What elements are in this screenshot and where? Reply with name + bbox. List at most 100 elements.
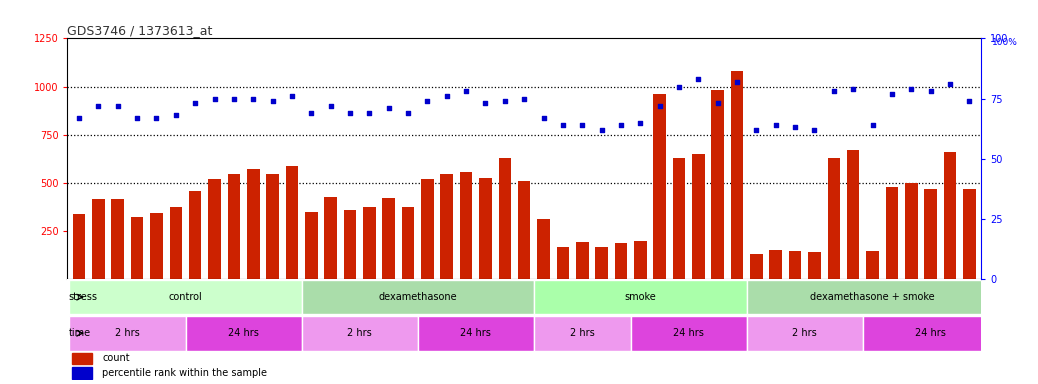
- Bar: [746, 316, 863, 351]
- Bar: [905, 183, 918, 279]
- Bar: [789, 251, 801, 279]
- Bar: [247, 169, 260, 279]
- Bar: [151, 213, 163, 279]
- Point: [767, 122, 784, 128]
- Text: smoke: smoke: [625, 292, 656, 302]
- Point: [807, 127, 823, 133]
- Bar: [885, 187, 898, 279]
- Bar: [480, 178, 492, 279]
- Point: [883, 91, 900, 97]
- Bar: [402, 207, 414, 279]
- Bar: [827, 158, 840, 279]
- Bar: [576, 242, 589, 279]
- Bar: [267, 174, 279, 279]
- Text: 24 hrs: 24 hrs: [461, 328, 491, 338]
- Bar: [302, 280, 534, 314]
- Point: [729, 79, 745, 85]
- Point: [187, 100, 203, 106]
- Bar: [809, 252, 821, 279]
- Point: [167, 113, 184, 119]
- Bar: [111, 199, 125, 279]
- Point: [225, 96, 242, 102]
- Point: [748, 127, 765, 133]
- Point: [865, 122, 881, 128]
- Bar: [421, 179, 434, 279]
- Bar: [70, 316, 186, 351]
- Point: [690, 76, 707, 83]
- Text: time: time: [69, 328, 90, 338]
- Bar: [186, 316, 302, 351]
- Text: count: count: [102, 354, 130, 364]
- Text: dexamethasone + smoke: dexamethasone + smoke: [811, 292, 935, 302]
- Point: [496, 98, 513, 104]
- Bar: [746, 280, 999, 314]
- Bar: [92, 199, 105, 279]
- Point: [283, 93, 300, 99]
- Bar: [498, 158, 511, 279]
- Bar: [596, 247, 608, 279]
- Point: [400, 110, 416, 116]
- Bar: [227, 174, 240, 279]
- Bar: [70, 280, 302, 314]
- Point: [323, 103, 339, 109]
- Point: [825, 88, 842, 94]
- Text: GDS3746 / 1373613_at: GDS3746 / 1373613_at: [67, 24, 213, 37]
- Bar: [556, 247, 569, 279]
- Bar: [73, 214, 85, 279]
- Point: [361, 110, 378, 116]
- Point: [845, 86, 862, 92]
- Bar: [285, 166, 298, 279]
- Bar: [72, 367, 92, 379]
- Bar: [750, 254, 763, 279]
- Point: [380, 105, 397, 111]
- Bar: [692, 154, 705, 279]
- Text: dexamethasone: dexamethasone: [379, 292, 457, 302]
- Point: [207, 96, 223, 102]
- Bar: [131, 217, 143, 279]
- Text: 2 hrs: 2 hrs: [792, 328, 817, 338]
- Bar: [209, 179, 221, 279]
- Point: [458, 88, 474, 94]
- Text: 2 hrs: 2 hrs: [115, 328, 140, 338]
- Bar: [72, 353, 92, 364]
- Point: [129, 115, 145, 121]
- Point: [477, 100, 494, 106]
- Point: [90, 103, 107, 109]
- Point: [787, 124, 803, 131]
- Point: [419, 98, 436, 104]
- Point: [632, 119, 649, 126]
- Point: [594, 127, 610, 133]
- Bar: [189, 192, 201, 279]
- Bar: [169, 207, 182, 279]
- Point: [652, 103, 668, 109]
- Point: [303, 110, 320, 116]
- Bar: [653, 94, 666, 279]
- Text: stress: stress: [69, 292, 98, 302]
- Point: [941, 81, 958, 87]
- Text: percentile rank within the sample: percentile rank within the sample: [102, 368, 267, 378]
- Bar: [518, 181, 530, 279]
- Point: [612, 122, 629, 128]
- Bar: [460, 172, 472, 279]
- Text: 2 hrs: 2 hrs: [348, 328, 372, 338]
- Point: [709, 100, 726, 106]
- Point: [438, 93, 455, 99]
- Bar: [847, 150, 859, 279]
- Bar: [944, 152, 956, 279]
- Bar: [440, 174, 453, 279]
- Bar: [963, 189, 976, 279]
- Point: [109, 103, 126, 109]
- Text: 24 hrs: 24 hrs: [916, 328, 946, 338]
- Point: [961, 98, 978, 104]
- Text: control: control: [168, 292, 202, 302]
- Point: [516, 96, 532, 102]
- Point: [148, 115, 165, 121]
- Bar: [711, 90, 723, 279]
- Bar: [863, 316, 999, 351]
- Point: [923, 88, 939, 94]
- Bar: [538, 219, 550, 279]
- Bar: [305, 212, 318, 279]
- Bar: [382, 198, 395, 279]
- Point: [536, 115, 552, 121]
- Text: 100%: 100%: [992, 38, 1017, 47]
